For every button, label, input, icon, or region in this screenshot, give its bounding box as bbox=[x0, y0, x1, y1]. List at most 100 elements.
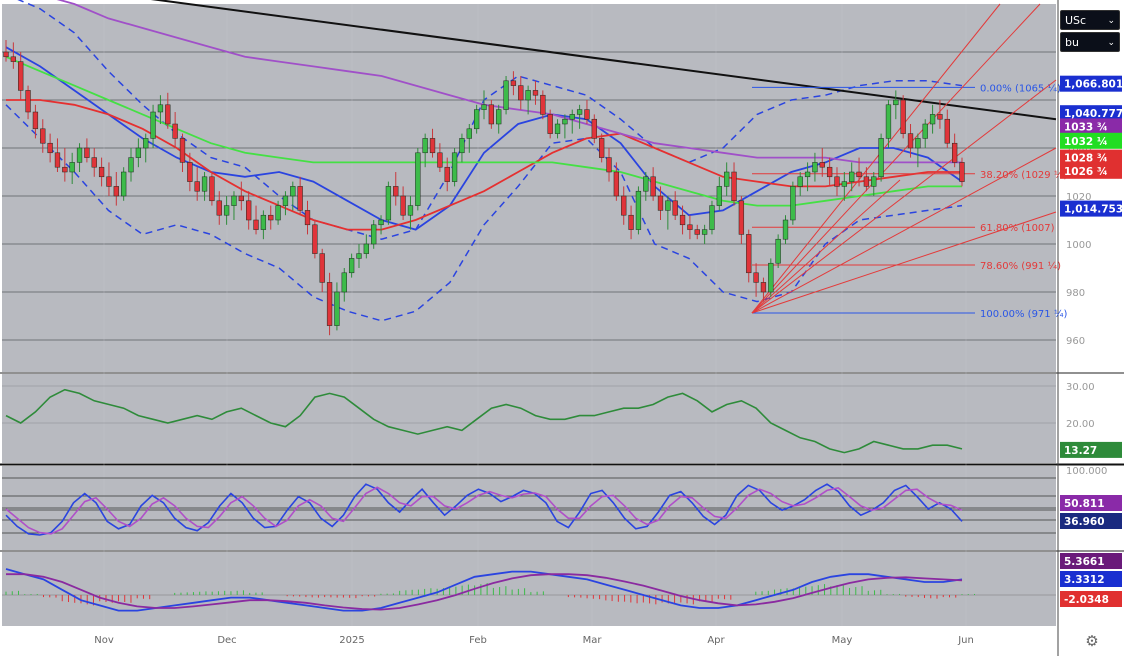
candle-body bbox=[260, 214, 267, 230]
price-tag: 1032 ¼ bbox=[1064, 136, 1108, 148]
moving-average-line bbox=[5, 46, 963, 231]
price-tick-label: 960 bbox=[1066, 336, 1085, 347]
candle-body bbox=[135, 147, 142, 158]
chevron-down-icon: ⌄ bbox=[1107, 38, 1115, 48]
candle-body bbox=[900, 99, 906, 134]
candle-body bbox=[753, 272, 759, 283]
candle-body bbox=[804, 171, 811, 178]
candle-body bbox=[400, 195, 406, 216]
candle-body bbox=[635, 190, 642, 230]
gann-fan-line bbox=[751, 3, 1041, 314]
candle-body bbox=[451, 152, 458, 182]
stochastic-tick-label: 100.000 bbox=[1066, 466, 1107, 477]
candle-body bbox=[216, 200, 222, 216]
candle-body bbox=[326, 282, 333, 326]
quantity-unit-select[interactable]: bu ⌄ bbox=[1060, 32, 1120, 52]
candle-body bbox=[106, 176, 112, 187]
candle-body bbox=[532, 90, 539, 96]
candle-body bbox=[157, 104, 164, 113]
candle-body bbox=[113, 186, 119, 197]
candle-body bbox=[518, 85, 524, 101]
candle-body bbox=[407, 205, 414, 216]
candle-body bbox=[547, 114, 553, 134]
candle-body bbox=[466, 128, 472, 139]
candle-body bbox=[944, 118, 950, 144]
quantity-unit-value: bu bbox=[1065, 36, 1079, 49]
candle-body bbox=[915, 138, 921, 149]
stochastic-line bbox=[5, 483, 963, 536]
candle-body bbox=[238, 195, 244, 202]
fib-level-label: 38.20% (1029 ¼) bbox=[980, 169, 1068, 181]
candle-body bbox=[84, 147, 90, 158]
macd-tag-bg bbox=[1060, 553, 1122, 569]
candle-body bbox=[746, 234, 752, 274]
chevron-down-icon: ⌄ bbox=[1107, 16, 1115, 26]
price-tag: 1,066.8017 bbox=[1064, 79, 1124, 91]
candle-body bbox=[959, 162, 965, 182]
candle-body bbox=[613, 171, 620, 197]
candle-body bbox=[525, 90, 531, 101]
candle-body bbox=[782, 219, 789, 240]
trendline bbox=[150, 0, 1057, 121]
candle-body bbox=[150, 111, 156, 139]
candle-body bbox=[282, 195, 289, 206]
candle-body bbox=[907, 133, 914, 149]
candle-body bbox=[378, 219, 384, 226]
candle-body bbox=[40, 128, 46, 144]
candle-body bbox=[937, 114, 943, 120]
candle-body bbox=[393, 186, 399, 197]
currency-unit-select[interactable]: USc ⌄ bbox=[1060, 10, 1120, 30]
stochastic-tag: 36.960 bbox=[1064, 516, 1105, 528]
gann-fan-line bbox=[751, 3, 1001, 314]
bollinger-lower-line bbox=[5, 104, 963, 322]
candle-body bbox=[253, 219, 259, 230]
price-tag: 1033 ¾ bbox=[1064, 121, 1108, 133]
price-tag-bg bbox=[1060, 162, 1122, 179]
macd-tag: 5.3661 bbox=[1064, 556, 1105, 568]
candle-body bbox=[576, 109, 583, 115]
candle-body bbox=[797, 176, 803, 187]
gear-icon[interactable]: ⚙ bbox=[1085, 632, 1099, 650]
currency-unit-value: USc bbox=[1065, 14, 1087, 27]
candle-body bbox=[834, 176, 840, 187]
candle-body bbox=[25, 90, 31, 113]
month-tick-label: Dec bbox=[217, 635, 236, 646]
candle-body bbox=[569, 114, 575, 120]
candle-body bbox=[91, 157, 97, 168]
fib-level-label: 61.80% (1007) bbox=[980, 223, 1055, 234]
candle-body bbox=[246, 200, 252, 221]
volatility-tag-bg bbox=[1060, 441, 1122, 458]
candle-body bbox=[606, 157, 612, 173]
pane-4-background bbox=[2, 552, 1056, 626]
fib-level-label: 78.60% (991 ¼) bbox=[980, 260, 1061, 272]
candle-body bbox=[863, 176, 870, 187]
candle-body bbox=[856, 171, 862, 178]
candle-body bbox=[687, 224, 693, 230]
candle-body bbox=[731, 171, 737, 202]
candle-body bbox=[62, 166, 68, 173]
candle-body bbox=[437, 152, 443, 168]
month-tick-label: Jun bbox=[957, 635, 974, 646]
candle-body bbox=[871, 176, 877, 187]
gann-fan-line bbox=[751, 147, 1057, 314]
stochastic-tag: 50.811 bbox=[1064, 498, 1105, 510]
candle-body bbox=[951, 142, 958, 163]
candle-body bbox=[415, 152, 421, 206]
price-tag: 1026 ¾ bbox=[1064, 166, 1108, 178]
candle-body bbox=[591, 118, 597, 139]
candle-body bbox=[297, 186, 303, 211]
candle-body bbox=[268, 214, 274, 221]
month-tick-label: Apr bbox=[707, 635, 725, 646]
candle-body bbox=[709, 205, 715, 230]
candle-body bbox=[422, 138, 428, 154]
candle-body bbox=[3, 51, 9, 58]
candle-body bbox=[290, 186, 296, 197]
candle-body bbox=[231, 195, 237, 206]
candle-body bbox=[657, 195, 664, 211]
candle-body bbox=[363, 243, 369, 254]
candle-body bbox=[341, 272, 347, 293]
candle-body bbox=[76, 147, 83, 163]
volatility-tag: 13.27 bbox=[1064, 445, 1097, 457]
stochastic-tag-bg bbox=[1060, 495, 1122, 511]
